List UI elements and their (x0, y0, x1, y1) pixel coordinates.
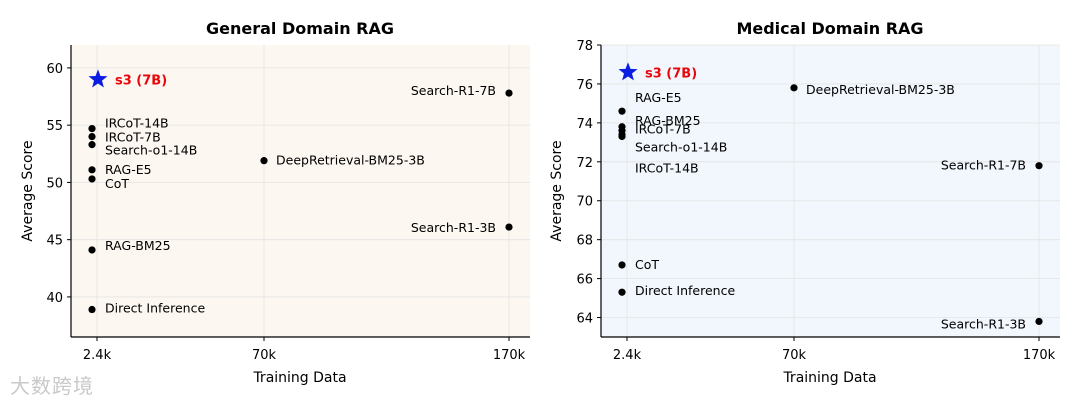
data-point-label: Search-R1-3B (941, 316, 1026, 331)
x-tick-label: 2.4k (613, 348, 642, 363)
ticks-medical: 64 66 68 70 72 74 76 78 2.4k 70k 170k (576, 39, 1055, 363)
data-point-label: Search-o1-14B (105, 143, 197, 158)
y-tick-label: 60 (46, 62, 63, 77)
data-point (618, 132, 626, 141)
data-point-label: Search-R1-3B (411, 220, 496, 235)
data-point-label: Search-R1-7B (941, 158, 1026, 173)
data-point (618, 288, 626, 296)
data-point (790, 84, 798, 92)
data-point (1035, 317, 1043, 326)
data-point-label: DeepRetrieval-BM25-3B (806, 82, 955, 97)
data-point-label: RAG-E5 (105, 162, 152, 177)
data-point-label: Direct Inference (635, 283, 735, 298)
data-point (618, 107, 626, 115)
y-tick-label: 45 (46, 234, 63, 249)
star-marker (88, 69, 108, 88)
data-point (88, 246, 96, 254)
ticks-general: 40 45 50 55 60 2.4k 70k 170k (46, 62, 525, 363)
data-point (1035, 162, 1043, 170)
plot-area-general (71, 45, 530, 337)
highlight-label: s3 (7B) (645, 66, 697, 81)
y-tick-label: 66 (576, 273, 593, 288)
y-tick-label: 72 (576, 156, 593, 171)
data-point-label: Search-o1-14B (635, 140, 727, 155)
y-tick-label: 40 (46, 291, 63, 306)
data-point-label: Search-R1-7B (411, 83, 496, 98)
data-point-label: IRCoT-7B (105, 130, 161, 145)
data-point (88, 166, 96, 174)
y-tick-label: 78 (576, 39, 593, 54)
chart-title-medical: Medical Domain RAG (736, 19, 923, 38)
star-marker (618, 62, 638, 81)
data-point-label: IRCoT-14B (635, 160, 699, 175)
data-point-label: RAG-BM25 (105, 238, 171, 253)
y-tick-label: 70 (576, 195, 593, 210)
data-point (88, 133, 96, 141)
data-point-label: CoT (105, 176, 129, 191)
data-point (88, 175, 96, 183)
watermark-text: 大数跨境 (10, 374, 94, 398)
x-axis-label-general: Training Data (252, 370, 346, 386)
x-tick-label: 70k (252, 348, 277, 363)
x-tick-label: 70k (782, 348, 807, 363)
grid-medical (601, 44, 1060, 337)
plot-area-medical (601, 45, 1060, 337)
data-point-label: RAG-BM25 (635, 113, 701, 128)
x-axis-label-medical: Training Data (782, 370, 876, 386)
data-point-label: DeepRetrieval-BM25-3B (276, 153, 425, 168)
data-point-label: IRCoT-14B (105, 116, 169, 131)
data-point (88, 305, 96, 314)
data-point (88, 141, 96, 149)
data-point (505, 223, 513, 231)
data-point (618, 261, 626, 269)
data-point-label: RAG-E5 (635, 90, 682, 105)
data-point-label: IRCoT-7B (635, 122, 691, 137)
y-tick-label: 55 (46, 119, 63, 134)
data-point-label: Direct Inference (105, 301, 205, 316)
y-tick-label: 74 (576, 117, 593, 132)
x-tick-label: 2.4k (83, 348, 112, 363)
highlight-label: s3 (7B) (115, 73, 167, 88)
y-tick-label: 64 (576, 312, 593, 327)
y-axis-label-general: Average Score (20, 140, 36, 241)
data-point (260, 157, 268, 165)
y-tick-label: 76 (576, 78, 593, 93)
data-point-label: CoT (635, 257, 659, 272)
x-tick-label: 170k (493, 348, 526, 363)
data-point (88, 124, 96, 133)
y-tick-label: 68 (576, 234, 593, 249)
y-axis-label-medical: Average Score (549, 140, 565, 241)
chart-title-general: General Domain RAG (206, 19, 394, 38)
x-tick-label: 170k (1023, 348, 1056, 363)
y-tick-label: 50 (46, 176, 63, 191)
data-point (505, 89, 513, 97)
